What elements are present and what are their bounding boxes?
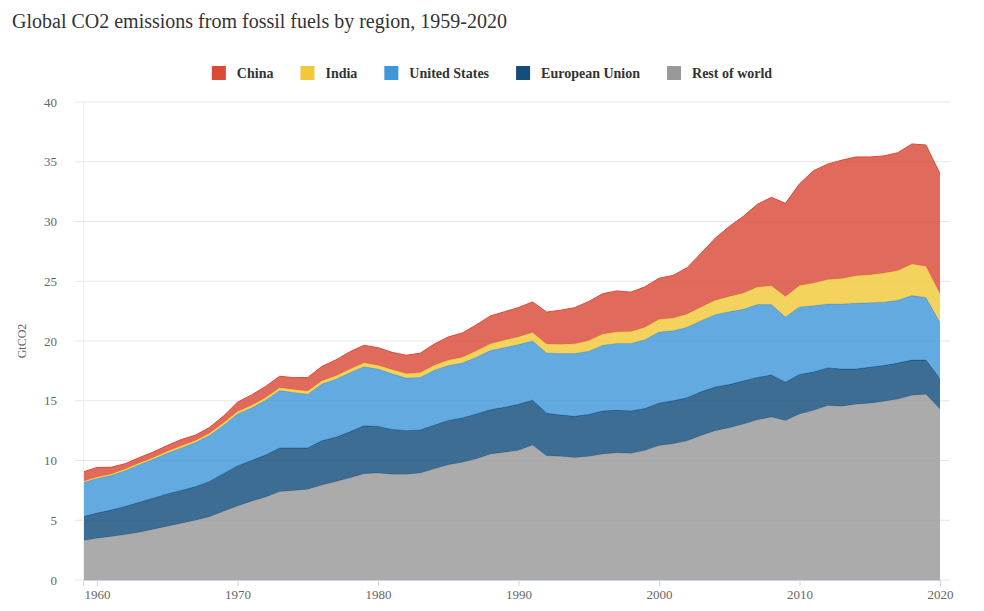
y-axis: 0 5 10 15 20 25 30 35 40 [44,95,84,588]
tick: 1980 [366,580,392,602]
tick-mark [519,580,520,586]
tick: 35 [44,154,83,169]
tick-mark [378,580,379,586]
tick-label: 35 [44,154,57,169]
area-edge [83,264,940,481]
tick-label: 10 [44,453,57,468]
x-axis: 1960 1970 1980 1990 2000 2010 2020 [84,580,954,602]
tick: 1970 [225,580,251,602]
tick-mark [659,580,660,586]
legend-label: India [325,66,357,81]
area-edge [83,144,940,472]
grid [75,102,950,580]
tick-mark [800,580,801,586]
tick-mark [97,580,98,586]
plot-area [83,144,940,580]
tick: 40 [44,95,83,110]
tick-label: 1960 [85,587,111,602]
title: Global CO2 emissions from fossil fuels b… [12,10,507,33]
area [83,264,940,483]
legend-label: European Union [541,66,640,81]
grid-line [75,102,950,103]
tick: 2010 [787,580,813,602]
axis-line [83,103,84,581]
axis-title: GtCO2 [15,324,29,359]
grid-line [75,161,950,162]
tick: 30 [44,214,83,229]
tick: 20 [44,334,83,349]
legend-label: China [237,66,274,81]
tick-label: 2020 [928,587,954,602]
chart: Global CO2 emissions from fossil fuels b… [0,0,984,611]
legend-label: United States [409,66,489,81]
tick-label: 15 [44,393,57,408]
legend: China India United States European Union Res… [212,66,772,81]
legend-item: India [300,66,357,81]
tick-label: 0 [51,573,58,588]
tick-label: 2000 [647,587,673,602]
tick: 10 [44,453,83,468]
tick: 5 [51,513,84,528]
tick-label: 1990 [506,587,532,602]
tick-label: 20 [44,334,57,349]
tick-label: 1970 [225,587,251,602]
tick-mark [940,580,941,586]
legend-item: European Union [516,66,640,81]
tick-label: 25 [44,274,57,289]
axis-line [84,581,941,587]
tick: 25 [44,274,83,289]
tick-label: 30 [44,214,57,229]
legend-swatch [212,66,226,80]
tick-label: 5 [51,513,58,528]
tick: 15 [44,393,83,408]
tick: 1960 [85,580,111,602]
tick-mark [238,580,239,586]
tick: 1990 [506,580,532,602]
tick: 2020 [928,580,954,602]
legend-label: Rest of world [692,66,772,81]
legend-swatch [300,66,314,80]
legend-swatch [667,66,681,80]
tick-label: 1980 [366,587,392,602]
legend-item: Rest of world [667,66,772,81]
tick-label: 2010 [787,587,813,602]
legend-swatch [384,66,398,80]
legend-item: United States [384,66,489,81]
area [83,144,940,481]
tick-label: 40 [44,95,57,110]
tick: 2000 [647,580,673,602]
legend-item: China [212,66,274,81]
tick: 0 [51,573,84,588]
legend-swatch [516,66,530,80]
